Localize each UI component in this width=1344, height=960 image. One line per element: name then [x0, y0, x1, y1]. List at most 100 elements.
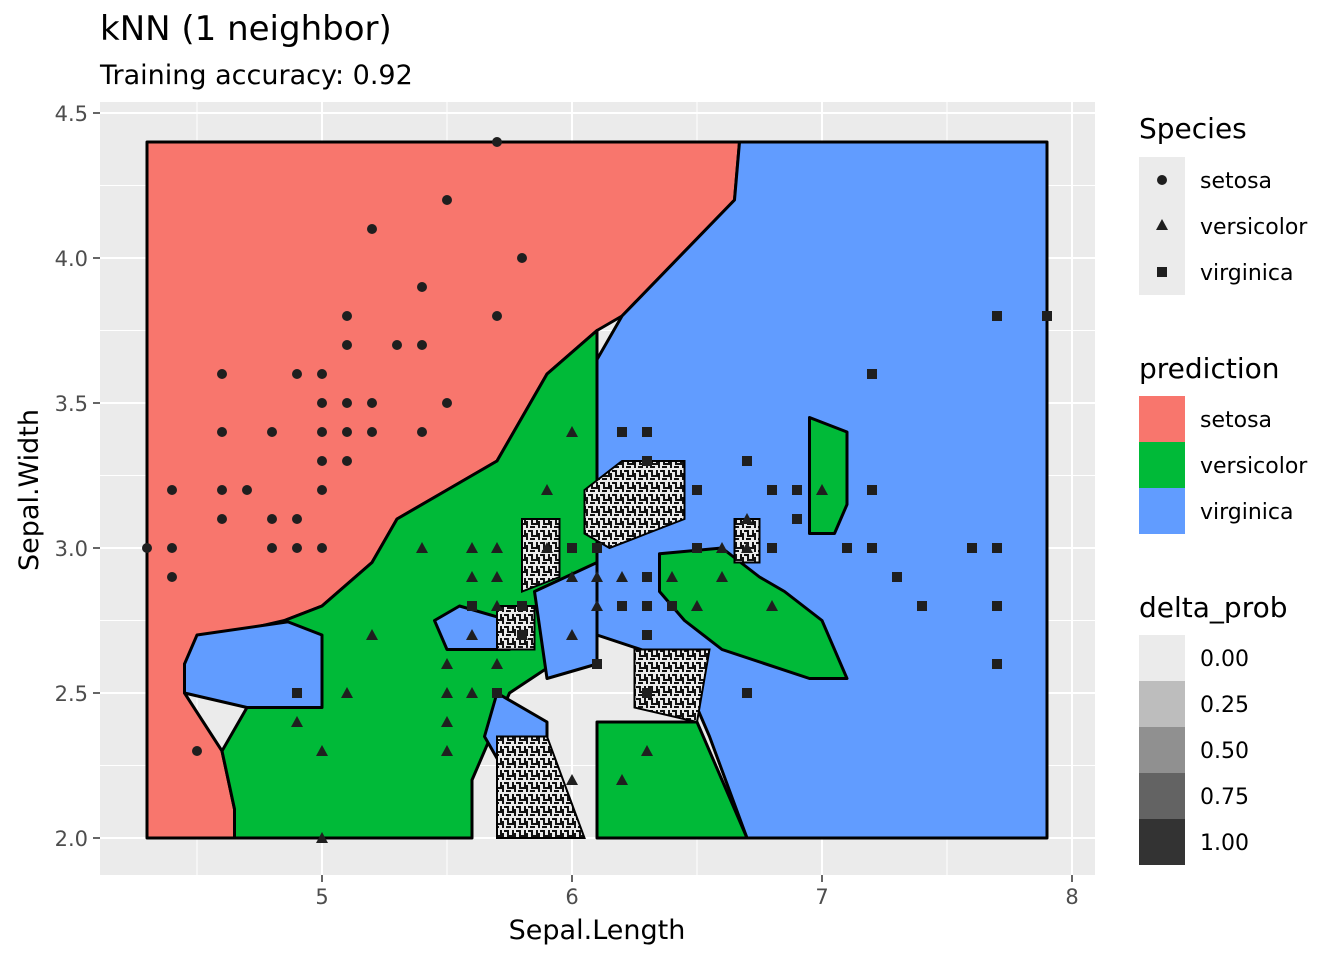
point-setosa	[217, 514, 227, 524]
point-setosa	[492, 137, 502, 147]
region-uncertain	[733, 518, 761, 564]
x-tick-8: 8	[1065, 875, 1079, 909]
point-versicolor	[566, 629, 578, 640]
legend-prediction: prediction setosa versicolor virginica	[1139, 352, 1308, 534]
legend-delta-label: 0.50	[1200, 739, 1249, 764]
y-tick-4.5: 4.5	[55, 102, 100, 126]
point-versicolor	[441, 658, 453, 669]
point-versicolor	[666, 571, 678, 582]
point-virginica	[492, 688, 502, 698]
point-virginica	[667, 601, 677, 611]
y-tick-label: 2.5	[55, 682, 88, 706]
point-setosa	[342, 456, 352, 466]
data-points	[142, 137, 1052, 843]
point-setosa	[292, 514, 302, 524]
x-tick-label: 5	[315, 885, 328, 909]
point-versicolor	[616, 774, 628, 785]
point-versicolor	[641, 745, 653, 756]
point-versicolor	[441, 716, 453, 727]
point-setosa	[417, 340, 427, 350]
point-setosa	[317, 369, 327, 379]
region-uncertain	[633, 648, 711, 724]
legend-swatch-delta-75	[1139, 773, 1185, 819]
legend-prediction-label: virginica	[1200, 500, 1294, 525]
point-setosa	[317, 543, 327, 553]
region-uncertain	[496, 605, 536, 651]
y-tick-label: 4.5	[55, 102, 88, 126]
point-setosa	[267, 427, 277, 437]
point-setosa	[167, 485, 177, 495]
point-versicolor	[616, 571, 628, 582]
point-virginica	[692, 485, 702, 495]
point-virginica	[992, 659, 1002, 669]
point-virginica	[642, 456, 652, 466]
point-virginica	[642, 601, 652, 611]
setosa-circle-icon	[1157, 175, 1167, 185]
point-setosa	[142, 543, 152, 553]
point-setosa	[217, 485, 227, 495]
point-virginica	[892, 572, 902, 582]
point-virginica	[592, 659, 602, 669]
point-setosa	[442, 195, 452, 205]
point-setosa	[217, 369, 227, 379]
point-virginica	[917, 601, 927, 611]
legend-swatch-delta-50	[1139, 727, 1185, 773]
point-versicolor	[691, 600, 703, 611]
point-setosa	[367, 224, 377, 234]
legend-prediction-label: setosa	[1200, 408, 1272, 433]
x-axis-title: Sepal.Length	[509, 915, 686, 946]
point-virginica	[992, 601, 1002, 611]
point-versicolor	[316, 745, 328, 756]
point-virginica	[867, 543, 877, 553]
point-virginica	[592, 543, 602, 553]
point-virginica	[742, 688, 752, 698]
chart-title: kNN (1 neighbor)	[100, 9, 392, 49]
y-axis-title: Sepal.Width	[14, 409, 45, 571]
point-setosa	[292, 543, 302, 553]
point-virginica	[767, 543, 777, 553]
y-tick-3.5: 3.5	[55, 392, 100, 416]
point-virginica	[867, 369, 877, 379]
legend-species: Species setosa versicolor virginica	[1139, 112, 1308, 295]
point-versicolor	[466, 571, 478, 582]
point-versicolor	[316, 832, 328, 843]
point-setosa	[342, 340, 352, 350]
point-virginica	[517, 630, 527, 640]
point-setosa	[267, 543, 277, 553]
point-versicolor	[441, 687, 453, 698]
point-virginica	[867, 485, 877, 495]
point-setosa	[392, 340, 402, 350]
legend-delta-prob-title: delta_prob	[1139, 591, 1288, 624]
point-versicolor	[541, 542, 553, 553]
y-tick-4.0: 4.0	[55, 247, 100, 271]
legend-swatch-virginica	[1139, 488, 1185, 534]
point-versicolor	[566, 571, 578, 582]
point-setosa	[267, 514, 277, 524]
point-setosa	[192, 746, 202, 756]
region-versicolor	[808, 416, 849, 535]
point-versicolor	[366, 629, 378, 640]
point-versicolor	[741, 542, 753, 553]
point-virginica	[1042, 311, 1052, 321]
x-tick-5: 5	[315, 875, 329, 909]
legend-delta-label: 0.75	[1200, 785, 1249, 810]
point-versicolor	[491, 658, 503, 669]
point-virginica	[767, 485, 777, 495]
point-setosa	[367, 398, 377, 408]
delta-prob-regions	[496, 460, 761, 839]
point-setosa	[417, 282, 427, 292]
legend-swatch-delta-100	[1139, 819, 1185, 865]
legend-delta-label: 0.00	[1200, 647, 1249, 672]
point-virginica	[617, 427, 627, 437]
point-setosa	[442, 398, 452, 408]
legend-species-title: Species	[1139, 112, 1247, 145]
legend-prediction-title: prediction	[1139, 352, 1279, 385]
point-virginica	[617, 601, 627, 611]
point-setosa	[367, 427, 377, 437]
point-setosa	[242, 485, 252, 495]
region-uncertain	[521, 518, 561, 593]
point-setosa	[292, 369, 302, 379]
point-versicolor	[491, 542, 503, 553]
point-versicolor	[766, 600, 778, 611]
point-versicolor	[466, 687, 478, 698]
